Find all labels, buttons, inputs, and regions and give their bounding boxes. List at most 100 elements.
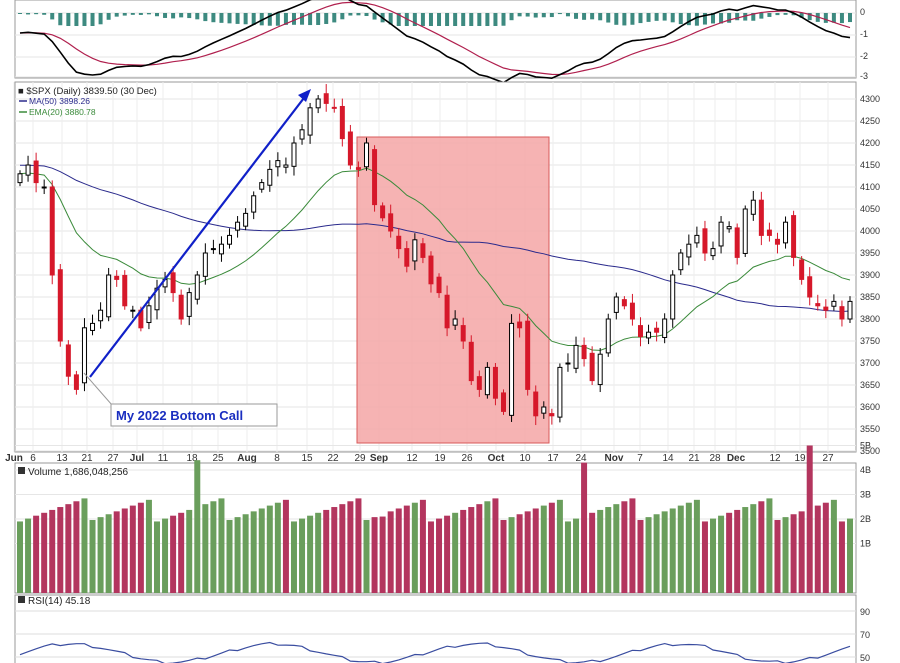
price-tick-label: 3900 [860, 270, 880, 280]
volume-bar [710, 518, 717, 593]
macd-hist-bar [807, 13, 812, 21]
candle-body [380, 205, 386, 219]
volume-bar [250, 511, 257, 593]
volume-bar [194, 460, 201, 593]
volume-bar [637, 520, 644, 593]
candle-body [388, 213, 394, 232]
macd-hist-bar [831, 13, 836, 23]
macd-hist-bar [654, 13, 659, 21]
candle-body [654, 327, 660, 333]
candle-body [492, 366, 498, 399]
volume-bar [806, 445, 813, 593]
volume-bar [25, 518, 32, 593]
macd-hist-bar [574, 13, 579, 19]
candle-body [331, 106, 337, 109]
volume-tick-label: 2B [860, 514, 871, 524]
macd-hist-bar [26, 13, 31, 15]
ema20-line [19, 167, 851, 351]
volume-bar [89, 520, 96, 593]
candle-body [766, 229, 772, 236]
candle-body [686, 243, 692, 258]
price-tick-label: 4100 [860, 182, 880, 192]
volume-bar [847, 518, 853, 593]
candle-body [243, 212, 249, 227]
volume-bar [734, 509, 741, 593]
macd-hist-bar [743, 13, 748, 21]
macd-hist-bar [638, 13, 643, 24]
candlesticks [17, 84, 853, 426]
macd-hist-bar [428, 13, 433, 26]
macd-hist-bar [171, 13, 176, 19]
candle-body [412, 239, 418, 262]
candle-body [41, 186, 47, 189]
price-tick-label: 3750 [860, 336, 880, 346]
macd-tick-2: -2 [860, 51, 868, 61]
macd-hist-bar [469, 13, 474, 26]
macd-hist-bar [702, 13, 707, 25]
volume-bar [395, 508, 402, 593]
macd-hist-bar [98, 13, 103, 25]
candle-body [146, 305, 152, 324]
volume-bar [742, 507, 749, 593]
volume-bar [564, 521, 571, 593]
price-tick-label: 4050 [860, 204, 880, 214]
volume-bar [137, 502, 144, 593]
volume-bar [210, 501, 217, 593]
macd-hist-bar [106, 13, 111, 20]
candle-body [774, 238, 780, 245]
volume-bar [419, 499, 426, 593]
candle-body [468, 341, 474, 382]
volume-bar [758, 501, 765, 593]
volume-bar [121, 508, 128, 593]
x-tick-label: 10 [519, 453, 531, 464]
volume-bar [323, 509, 330, 593]
volume-bar [573, 518, 580, 593]
price-tick-label: 3850 [860, 292, 880, 302]
x-tick-label: Oct [488, 453, 505, 464]
volume-bar [556, 499, 563, 593]
x-tick-label: 17 [547, 453, 559, 464]
candle-body [299, 129, 305, 140]
macd-hist-bar [34, 13, 39, 15]
candle-body [476, 376, 482, 390]
candle-body [484, 366, 490, 396]
volume-bar [452, 512, 459, 593]
x-tick-label: Dec [727, 453, 746, 464]
volume-bar [387, 511, 394, 593]
macd-hist-bar [501, 13, 506, 26]
volume-bar [718, 515, 725, 593]
price-tick-label: 3500 [860, 446, 880, 456]
macd-hist-bar [138, 13, 143, 15]
x-tick-label: Jun [5, 453, 23, 464]
x-tick-label: 7 [637, 453, 643, 464]
volume-bar [436, 518, 443, 593]
macd-hist-bar [477, 13, 482, 26]
price-tick-label: 3650 [860, 380, 880, 390]
candle-body [251, 195, 257, 213]
macd-hist-bar [711, 13, 716, 24]
macd-hist-bar [90, 13, 95, 26]
x-tick-label: 19 [434, 453, 446, 464]
macd-hist-bar [598, 13, 603, 21]
macd-hist-bar [686, 13, 691, 26]
macd-hist-bar [122, 13, 127, 16]
macd-hist-bar [565, 13, 570, 17]
volume-bar [822, 502, 829, 593]
volume-bar [427, 521, 434, 593]
macd-hist-bar [614, 13, 619, 25]
candle-body [267, 168, 273, 186]
volume-bar [790, 514, 797, 593]
volume-tick-label: 1B [860, 539, 871, 549]
volume-bar [282, 499, 289, 593]
macd-hist-bar [606, 13, 611, 23]
volume-bar [347, 501, 354, 593]
x-tick-label: 11 [158, 453, 169, 464]
x-tick-label: 28 [709, 453, 721, 464]
volume-bar [605, 507, 612, 593]
macd-hist-bar [251, 13, 256, 25]
macd-hist-bar [437, 13, 442, 26]
candle-body [742, 208, 748, 254]
macd-hist-bar [525, 13, 530, 17]
macd-hist-bar [493, 13, 498, 26]
volume-bar [57, 507, 64, 593]
